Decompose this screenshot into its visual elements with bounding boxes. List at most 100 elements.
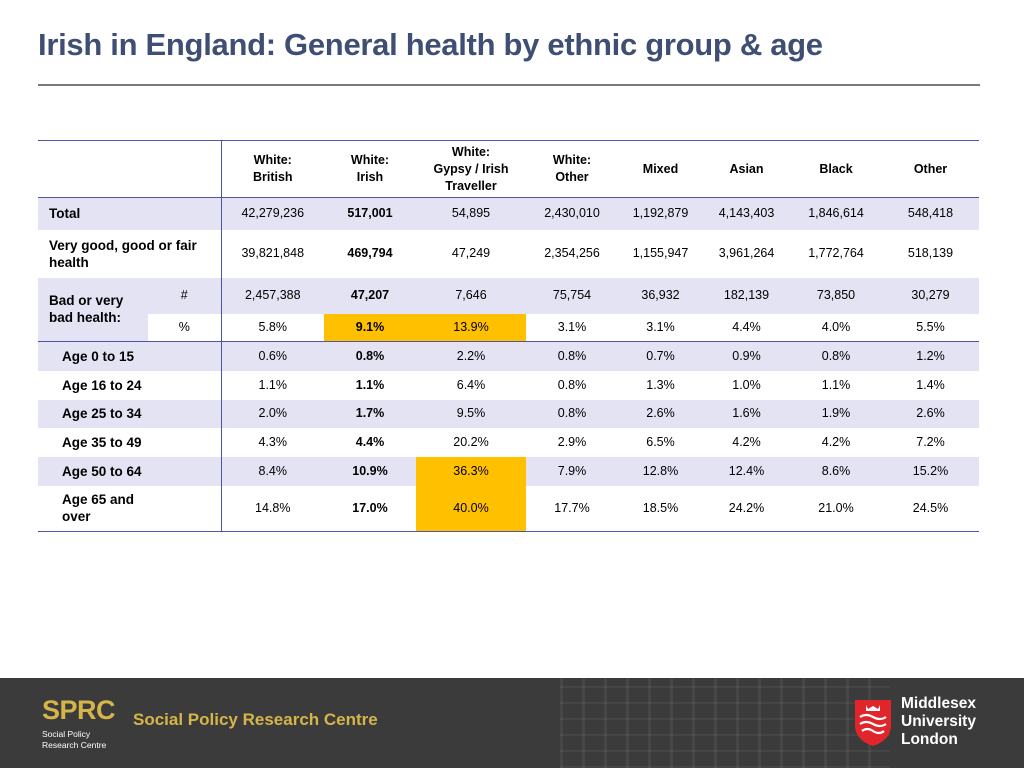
table-cell-highlighted: 40.0% — [416, 485, 526, 532]
column-header: White: Gypsy / Irish Traveller — [416, 140, 526, 198]
table-cell: 1,772,764 — [808, 246, 864, 260]
table-cell: 12.8% — [642, 463, 679, 478]
table-cell: 4.4% — [732, 319, 761, 334]
table-row-total: Total 42,279,236 517,001 54,895 2,430,01… — [38, 197, 979, 230]
table-cell: 7.9% — [557, 463, 587, 478]
table-cell: 1,192,879 — [632, 206, 689, 221]
table-cell: 2,354,256 — [544, 246, 600, 260]
table-cell: 1.2% — [882, 341, 979, 371]
table-cell: 21.0% — [790, 485, 882, 532]
table-cell: 517,001 — [347, 206, 393, 221]
row-label: Age 25 to 34 — [38, 399, 222, 428]
table-row-age: Age 35 to 49 4.3% 4.4% 20.2% 2.9% 6.5% 4… — [38, 427, 979, 457]
row-label: Age 16 to 24 — [38, 370, 222, 400]
table-cell: 1.0% — [732, 377, 761, 392]
table-cell: 4.3% — [258, 434, 288, 449]
table-cell-highlighted: 36.3% — [416, 456, 526, 486]
column-header: Black — [790, 140, 882, 198]
table-cell: 73,850 — [816, 288, 856, 302]
page-title: Irish in England: General health by ethn… — [38, 27, 823, 62]
table-cell: 4.0% — [821, 319, 851, 334]
table-cell: 1,846,614 — [808, 206, 864, 221]
table-cell: 0.7% — [618, 341, 703, 371]
table-row-good-health: Very good, good or fair health 39,821,84… — [38, 229, 979, 278]
footer-bar: SPRC Social Policy Research Centre Socia… — [0, 678, 1024, 768]
row-label: Age 50 to 64 — [38, 456, 222, 486]
table-cell: 6.5% — [646, 434, 675, 449]
row-label: Bad or very bad health: — [38, 277, 148, 342]
table-cell: 0.8% — [557, 377, 587, 392]
table-cell: 75,754 — [552, 288, 592, 302]
table-cell: 2,430,010 — [544, 206, 600, 221]
table-cell: 30,279 — [911, 288, 950, 302]
table-cell: 3.1% — [646, 319, 675, 334]
table-cell: 4,143,403 — [718, 206, 775, 221]
table-cell: 8.4% — [258, 463, 288, 478]
table-cell: 1.1% — [258, 377, 288, 392]
column-header: White: Other — [526, 140, 618, 198]
health-table: White: British White: Irish White: Gypsy… — [38, 140, 979, 532]
column-header: Other — [882, 140, 979, 198]
table-cell: 2.9% — [557, 434, 587, 449]
table-cell: 2.0% — [258, 406, 288, 420]
table-cell: 42,279,236 — [241, 206, 305, 221]
table-cell: 39,821,848 — [241, 246, 305, 260]
footer-texture — [560, 678, 890, 768]
table-cell: 1.1% — [355, 377, 385, 392]
table-cell: 518,139 — [907, 246, 954, 260]
table-cell: 1.9% — [821, 406, 851, 420]
table-cell: 469,794 — [347, 246, 393, 260]
table-cell: 12.4% — [728, 463, 765, 478]
table-cell: 4.2% — [732, 434, 761, 449]
table-cell: 1.1% — [821, 377, 851, 392]
table-cell: 3.1% — [557, 319, 587, 334]
table-cell: 18.5% — [618, 485, 703, 532]
table-cell: 0.8% — [324, 341, 416, 371]
sprc-logo: SPRC — [42, 695, 116, 725]
table-cell: 0.8% — [790, 341, 882, 371]
table-cell: 9.5% — [456, 406, 486, 420]
table-cell: 8.6% — [821, 463, 851, 478]
university-name: Middlesex University London — [901, 695, 976, 748]
table-row-age: Age 16 to 24 1.1% 1.1% 6.4% 0.8% 1.3% 1.… — [38, 370, 979, 400]
university-shield-icon — [855, 700, 891, 746]
table-cell: 5.5% — [916, 319, 945, 334]
table-cell: 5.8% — [258, 319, 288, 334]
header-row: White: British White: Irish White: Gypsy… — [38, 140, 979, 198]
table-cell: 7,646 — [455, 288, 487, 302]
table-cell: 1.6% — [732, 406, 761, 420]
table-cell: 24.2% — [703, 485, 790, 532]
footer-texture — [560, 678, 890, 768]
table-cell: 1,155,947 — [632, 246, 689, 260]
table-cell: 1.3% — [646, 377, 675, 392]
column-header: White: Irish — [324, 140, 416, 198]
table-cell: 17.7% — [526, 485, 618, 532]
header-corner — [38, 140, 222, 198]
table-cell: 0.8% — [526, 341, 618, 371]
table-row-age: Age 25 to 34 2.0% 1.7% 9.5% 0.8% 2.6% 1.… — [38, 399, 979, 428]
sprc-logo-caption: Social Policy Research Centre — [42, 729, 107, 750]
column-header: White: British — [221, 140, 324, 198]
table-cell: 4.2% — [821, 434, 851, 449]
table-cell: 0.6% — [221, 341, 324, 371]
table-cell: 2.6% — [916, 406, 945, 420]
row-label: Age 35 to 49 — [38, 427, 222, 457]
row-label: Very good, good or fair health — [38, 229, 222, 278]
table-cell: 20.2% — [453, 434, 489, 449]
table-cell: 2.2% — [416, 341, 526, 371]
table-cell: 1.7% — [355, 406, 385, 420]
table-cell: 0.9% — [703, 341, 790, 371]
table-cell-highlighted: 13.9% — [416, 313, 526, 342]
table-row-bad-health-count: Bad or very bad health: # 2,457,388 47,2… — [38, 277, 979, 342]
table-cell: 47,249 — [451, 246, 491, 260]
table-row-age: Age 0 to 15 0.6% 0.8% 2.2% 0.8% 0.7% 0.9… — [38, 341, 979, 371]
table-cell: 1.4% — [916, 377, 945, 392]
table-cell: 2.6% — [646, 406, 675, 420]
table-cell: 0.8% — [557, 406, 587, 420]
table-cell: 7.2% — [916, 434, 945, 449]
table-cell: 10.9% — [352, 463, 388, 478]
table-cell-highlighted: 9.1% — [324, 313, 416, 342]
table-cell: 24.5% — [882, 485, 979, 532]
sprc-name: Social Policy Research Centre — [133, 710, 378, 729]
table-cell: 3,961,264 — [718, 246, 775, 260]
